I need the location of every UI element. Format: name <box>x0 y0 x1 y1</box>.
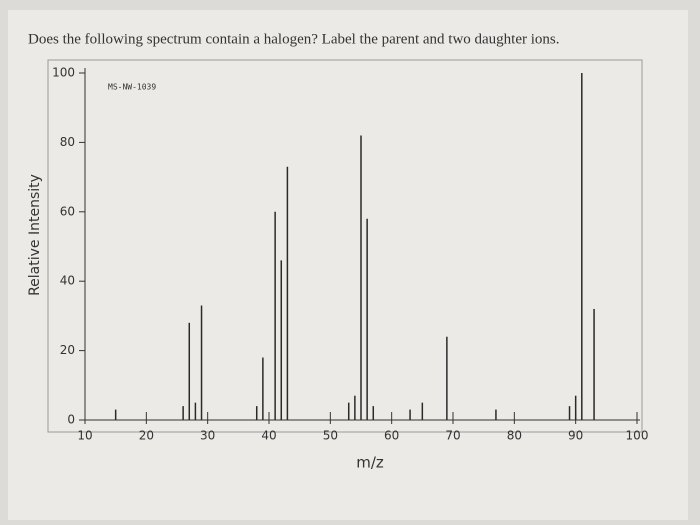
x-tick-label: 60 <box>384 429 399 443</box>
x-tick-label: 50 <box>323 429 338 443</box>
x-tick-label: 70 <box>445 429 460 443</box>
y-tick-label: 80 <box>60 135 75 149</box>
y-tick-label: 0 <box>67 413 75 427</box>
y-axis-label: Relative Intensity <box>27 174 43 296</box>
frame <box>47 59 643 433</box>
x-tick-label: 20 <box>139 429 154 443</box>
x-tick-label: 10 <box>77 429 92 443</box>
y-tick-label: 20 <box>60 343 75 357</box>
y-tick-label: 100 <box>52 66 75 80</box>
x-tick-label: 40 <box>261 429 276 443</box>
spectrum-id: MS-NW-1039 <box>108 83 156 92</box>
x-tick-label: 100 <box>626 429 649 443</box>
y-tick-label: 60 <box>60 204 75 218</box>
x-tick-label: 90 <box>568 429 583 443</box>
paper <box>8 10 688 520</box>
x-tick-label: 80 <box>507 429 522 443</box>
x-tick-label: 30 <box>200 429 215 443</box>
x-axis-label: m/z <box>356 454 384 472</box>
question: Does the following spectrum contain a ha… <box>28 31 560 47</box>
y-tick-label: 40 <box>60 274 75 288</box>
